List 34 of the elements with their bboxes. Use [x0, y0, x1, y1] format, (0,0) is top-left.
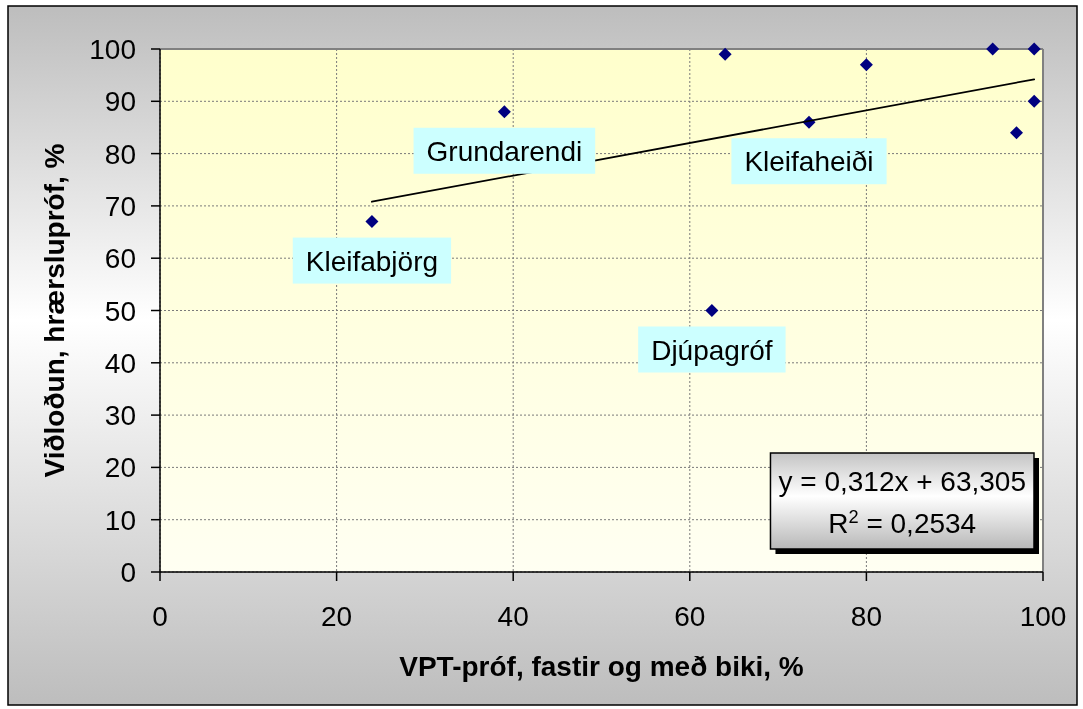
point — [705, 304, 719, 317]
annotation: Djúpagróf — [651, 334, 773, 366]
annotation: R$^{2}$ = 0,2534 — [828, 507, 977, 539]
point — [1010, 126, 1024, 140]
annotation: Kleifabjörg — [305, 245, 439, 277]
y-axis-title: Viðloðun, hrærslupróf, % — [39, 143, 70, 478]
y-tick-label: 70 — [104, 190, 136, 222]
point — [986, 42, 1000, 56]
y-tick-label: 60 — [104, 243, 136, 275]
y-tick-label: 10 — [104, 504, 136, 536]
x-tick-label: 60 — [674, 601, 706, 632]
y-tick-label: 0 — [120, 557, 136, 589]
y-tick-label: 100 — [89, 34, 136, 66]
annotation: y = 0,312x + 63,305 — [778, 466, 1026, 497]
y-tick-label: 80 — [104, 138, 136, 170]
point — [497, 105, 511, 119]
x-tick-label: 80 — [850, 601, 882, 632]
x-tick-label: 100 — [1019, 601, 1067, 632]
y-tick-label: 50 — [104, 295, 136, 327]
x-tick-label: 20 — [321, 601, 353, 632]
annotation: Kleifaheiði — [744, 146, 874, 178]
y-tick-label: 30 — [104, 400, 136, 432]
x-tick-label: 0 — [152, 601, 168, 632]
point — [859, 58, 873, 72]
y-tick-label: 90 — [104, 86, 136, 118]
x-axis-title: VPT-próf, fastir og með biki, % — [399, 651, 804, 682]
y-tick-label: 20 — [104, 452, 136, 484]
point — [365, 215, 379, 229]
point — [1027, 94, 1041, 108]
y-tick-label: 40 — [104, 347, 136, 379]
x-tick-label: 40 — [497, 601, 529, 632]
point — [1027, 42, 1041, 56]
point — [718, 47, 732, 61]
annotation: Grundarendi — [426, 135, 583, 167]
